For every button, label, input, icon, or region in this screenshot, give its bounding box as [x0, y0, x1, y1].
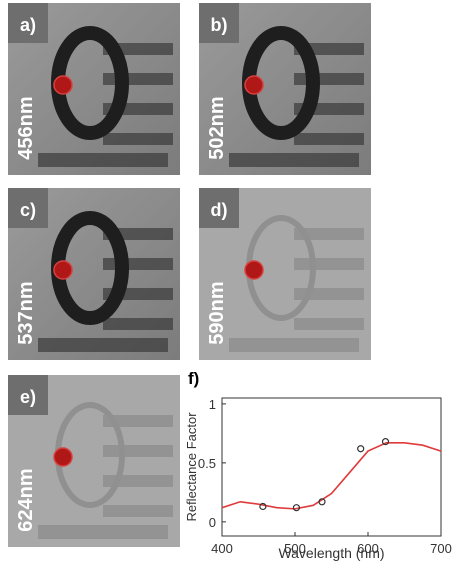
measured-point — [292, 504, 301, 512]
wavelength-label: 502nm — [206, 96, 228, 159]
sample-spot — [244, 75, 264, 95]
panel-label: a) — [20, 15, 36, 35]
y-tick-label: 0.5 — [198, 456, 216, 471]
wavelength-label: 590nm — [206, 281, 228, 344]
text-line — [103, 505, 173, 517]
sample-spot — [53, 75, 73, 95]
text-line — [38, 153, 168, 167]
y-axis-label: Reflectance Factor — [184, 412, 199, 522]
x-tick-label: 400 — [211, 541, 233, 556]
image-panel: d) 590nm — [199, 188, 371, 360]
measured-point — [259, 502, 267, 511]
label-box — [8, 3, 48, 43]
measured-point — [381, 438, 390, 446]
text-line — [229, 153, 359, 167]
panel-label: b) — [211, 15, 228, 35]
wavelength-label: 456nm — [15, 96, 37, 159]
image-panel: b) 502nm — [199, 3, 371, 175]
text-line — [103, 258, 173, 270]
panel-label: e) — [20, 387, 36, 407]
plot-frame — [221, 397, 442, 537]
x-axis-label: Wavelength (nm) — [278, 545, 384, 561]
label-box — [8, 188, 48, 228]
wavelength-label: 624nm — [15, 468, 37, 531]
text-line — [294, 73, 364, 85]
panel-label: d) — [211, 200, 228, 220]
measured-point — [318, 498, 326, 506]
text-line — [294, 133, 364, 145]
image-panel: c) 537nm — [8, 188, 180, 360]
text-line — [38, 338, 168, 352]
wavelength-label: 537nm — [15, 281, 37, 344]
text-line — [294, 318, 364, 330]
label-box — [8, 375, 48, 415]
image-panel: a) 456nm — [8, 3, 180, 175]
text-line — [103, 73, 173, 85]
sample-spot — [244, 260, 264, 280]
panel-label: c) — [20, 200, 36, 220]
sample-spot — [53, 447, 73, 467]
x-tick-label: 600 — [357, 541, 379, 556]
y-tick-label: 1 — [209, 397, 216, 412]
text-line — [103, 445, 173, 457]
measured-point — [357, 445, 365, 453]
panel-label: f) — [188, 369, 199, 388]
text-line — [294, 258, 364, 270]
sample-spot — [53, 260, 73, 280]
text-line — [103, 415, 173, 427]
label-box — [199, 188, 239, 228]
text-line — [294, 228, 364, 240]
text-line — [103, 133, 173, 145]
text-line — [229, 338, 359, 352]
x-tick-label: 500 — [284, 541, 306, 556]
text-line — [103, 318, 173, 330]
x-tick-label: 700 — [430, 541, 452, 556]
image-panel: e) 624nm — [8, 375, 180, 547]
text-line — [38, 525, 168, 539]
label-box — [199, 3, 239, 43]
y-tick-label: 0 — [209, 515, 216, 530]
reflectance-curve — [221, 442, 442, 510]
